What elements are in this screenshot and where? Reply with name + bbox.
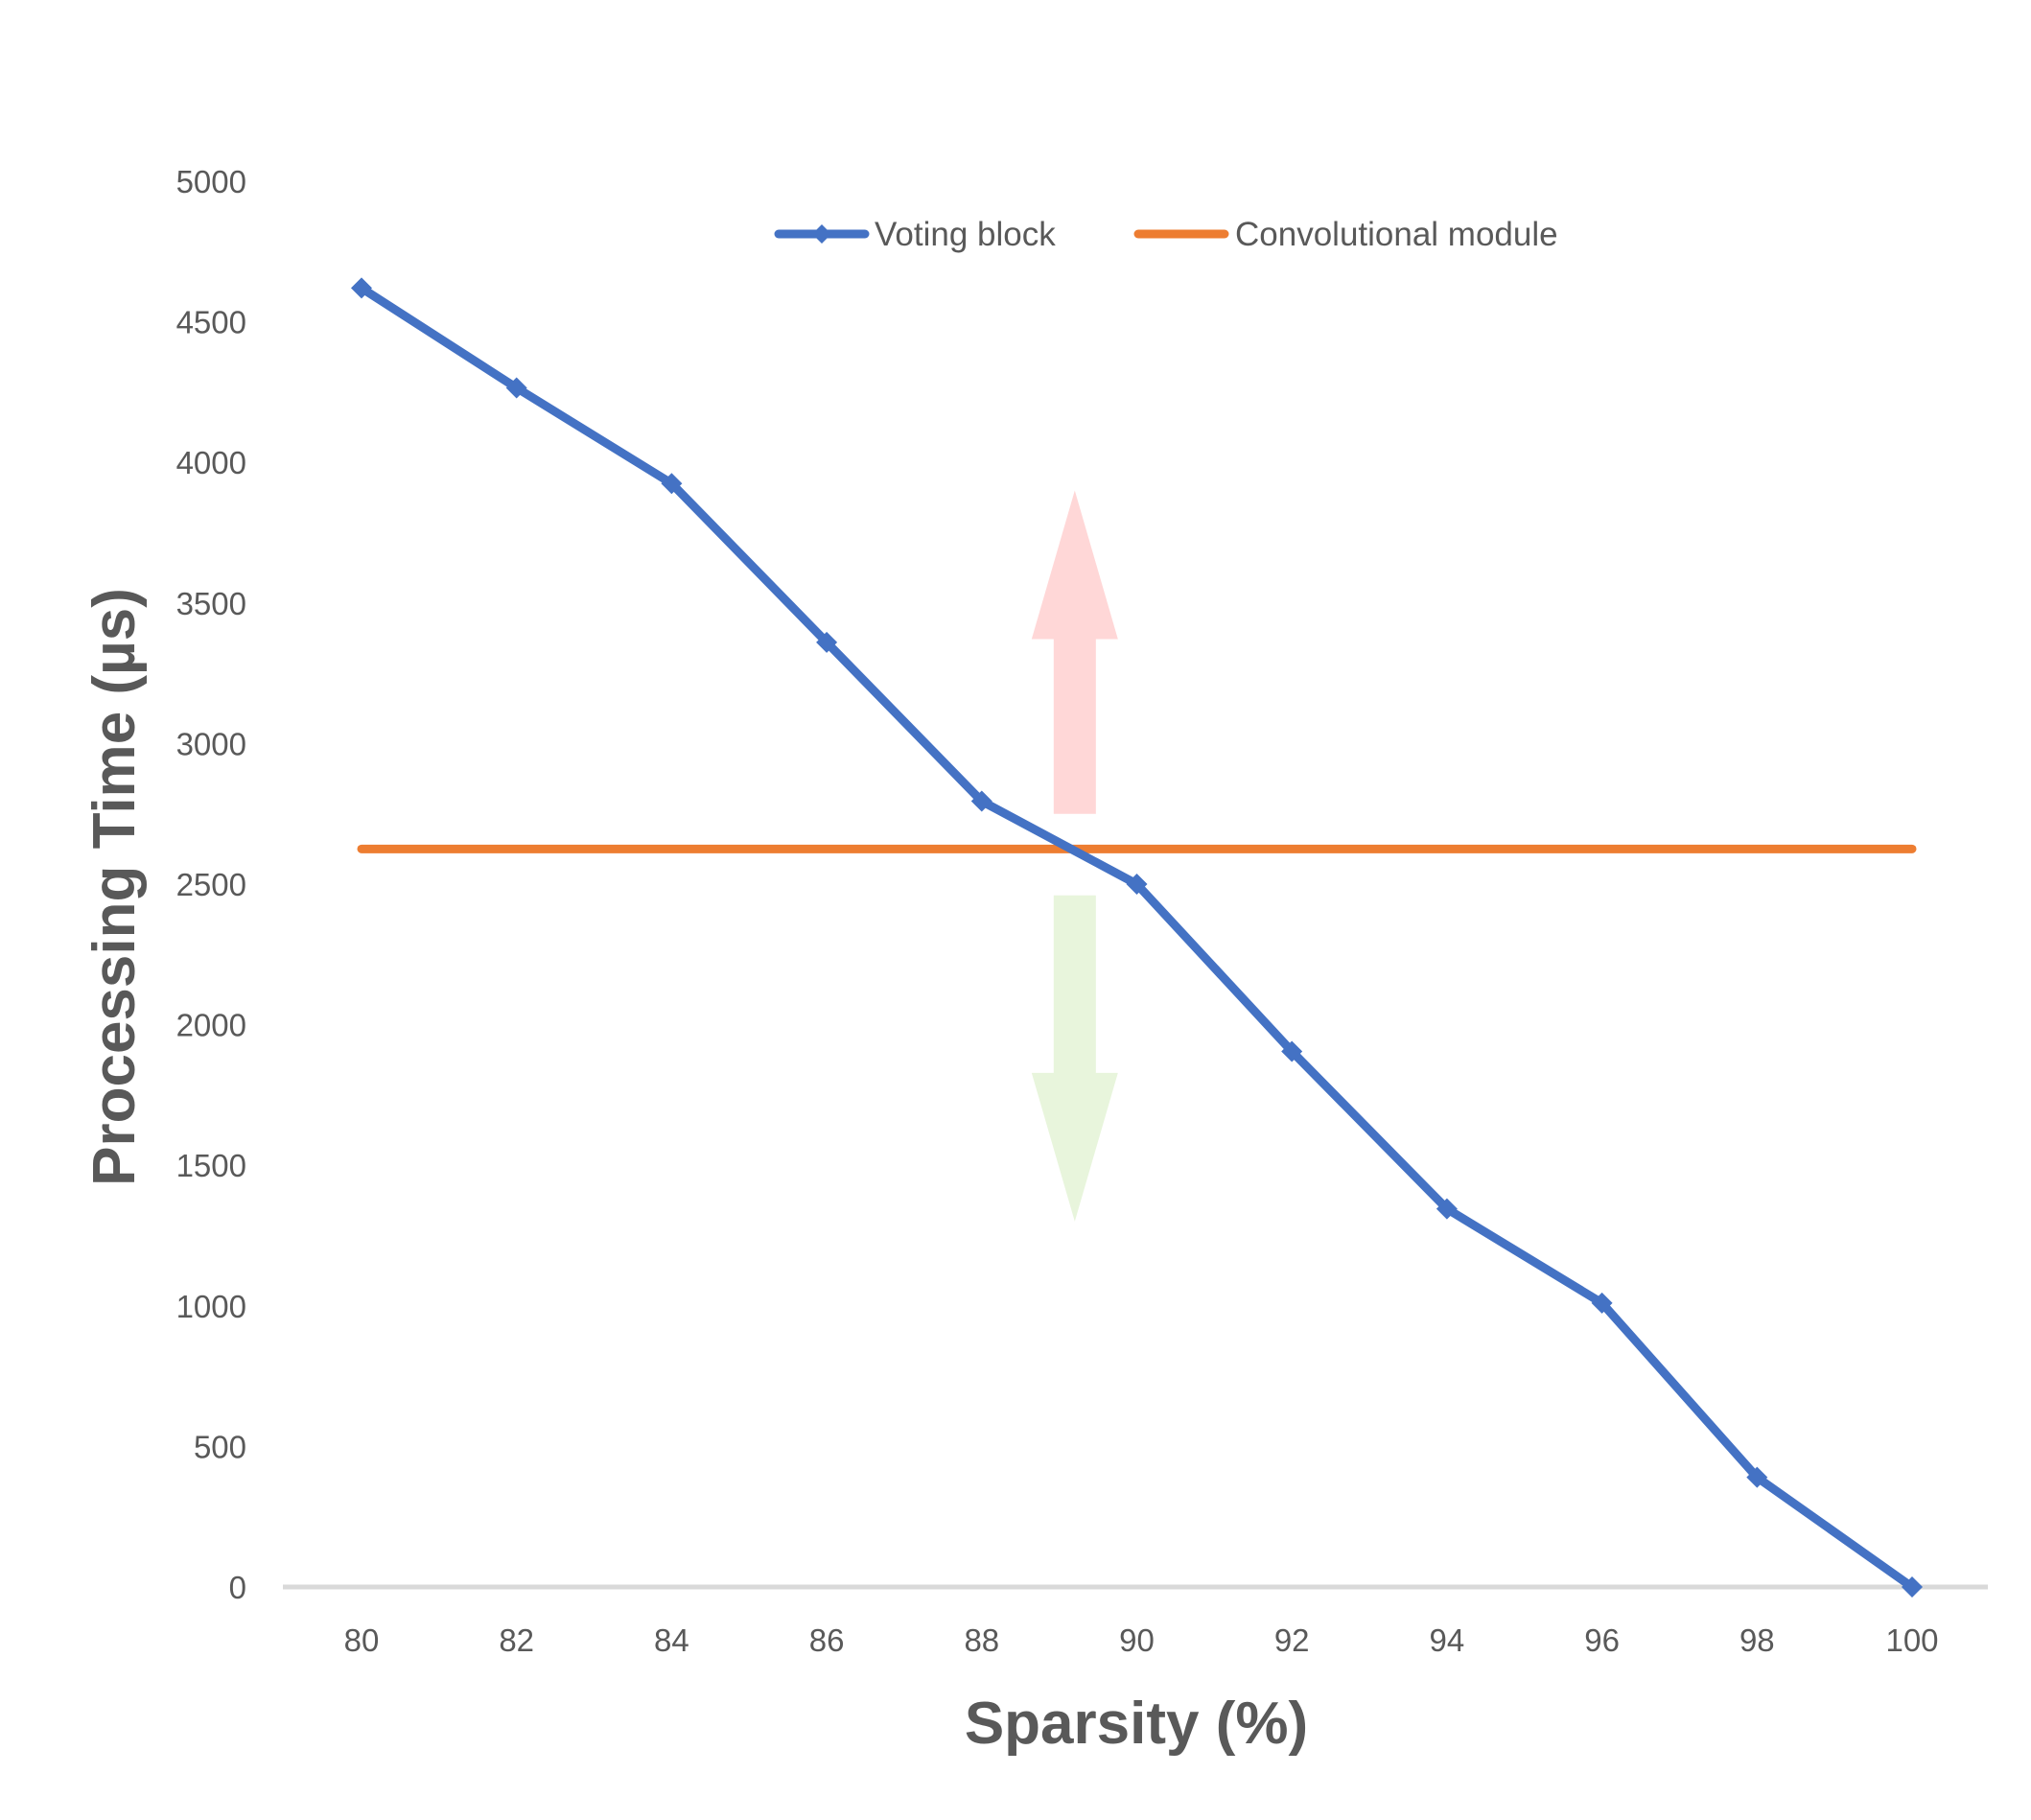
x-tick-label: 88 bbox=[964, 1622, 999, 1658]
x-tick-label: 82 bbox=[499, 1622, 534, 1658]
x-tick-label: 92 bbox=[1274, 1622, 1310, 1658]
y-tick-labels: 0 500 1000 1500 2000 2500 3000 3500 4000 4500 5000 bbox=[176, 164, 246, 1605]
data-point bbox=[505, 377, 527, 399]
y-tick-label: 4500 bbox=[176, 305, 246, 340]
y-axis-title: Processing Time (µs) bbox=[82, 588, 148, 1186]
y-tick-label: 0 bbox=[229, 1570, 246, 1605]
x-tick-label: 98 bbox=[1739, 1622, 1775, 1658]
y-tick-label: 2500 bbox=[176, 867, 246, 902]
x-axis-title: Sparsity (%) bbox=[965, 1691, 1308, 1757]
legend-marker bbox=[812, 224, 831, 244]
data-point bbox=[661, 473, 683, 495]
y-tick-label: 2000 bbox=[176, 1008, 246, 1043]
data-point bbox=[970, 790, 992, 812]
data-point bbox=[1746, 1466, 1768, 1488]
y-tick-label: 1000 bbox=[176, 1289, 246, 1324]
legend-item-convolutional-module: Convolutional module bbox=[1133, 216, 1558, 253]
data-point bbox=[1591, 1292, 1613, 1314]
series-voting-block bbox=[351, 277, 1923, 1598]
y-tick-label: 1500 bbox=[176, 1148, 246, 1183]
arrow-down-annotation bbox=[1031, 895, 1118, 1222]
arrow-up-annotation bbox=[1031, 490, 1118, 814]
x-tick-label: 94 bbox=[1430, 1622, 1465, 1658]
y-tick-label: 3000 bbox=[176, 726, 246, 761]
data-point bbox=[1902, 1576, 1923, 1598]
x-tick-label: 100 bbox=[1885, 1622, 1938, 1658]
x-tick-label: 90 bbox=[1119, 1622, 1155, 1658]
x-tick-label: 96 bbox=[1584, 1622, 1620, 1658]
y-tick-label: 3500 bbox=[176, 586, 246, 621]
series-layer bbox=[351, 277, 1923, 1598]
annotation-layer bbox=[1031, 490, 1118, 1222]
x-tick-labels: 80 82 84 86 88 90 92 94 96 98 100 bbox=[344, 1622, 1939, 1658]
y-tick-label: 500 bbox=[194, 1429, 246, 1464]
data-point bbox=[351, 277, 372, 299]
y-tick-label: 5000 bbox=[176, 164, 246, 199]
y-tick-label: 4000 bbox=[176, 445, 246, 480]
data-point bbox=[1436, 1198, 1458, 1220]
data-point bbox=[816, 631, 838, 653]
legend: Voting block Convolutional module bbox=[774, 216, 1558, 253]
legend-item-voting-block: Voting block bbox=[774, 216, 1056, 253]
legend-label: Convolutional module bbox=[1235, 216, 1558, 253]
x-tick-label: 86 bbox=[809, 1622, 845, 1658]
legend-label: Voting block bbox=[875, 216, 1056, 253]
x-tick-label: 84 bbox=[654, 1622, 689, 1658]
x-tick-label: 80 bbox=[344, 1622, 380, 1658]
data-point bbox=[1126, 874, 1148, 895]
data-point bbox=[1281, 1040, 1303, 1062]
series-line-voting-block bbox=[357, 283, 1917, 1592]
